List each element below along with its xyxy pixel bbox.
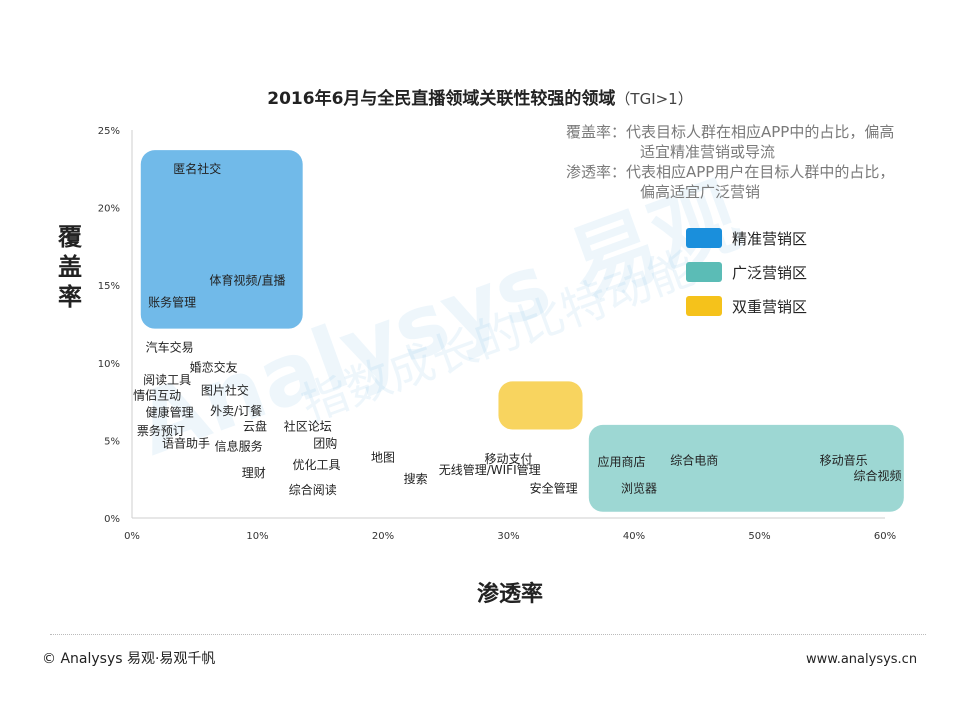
data-point-label: 理财 [242,466,266,480]
legend-item-precise: 精准营销区 [686,221,807,255]
data-point-label: 健康管理 [146,404,194,419]
chart-title-text: 2016年6月与全民直播领域关联性较强的领域 [267,89,616,109]
y-tick-label: 10% [98,359,120,370]
x-tick-label: 0% [124,531,140,542]
data-point-label: 社区论坛 [284,418,332,433]
legend-swatch-precise [686,228,722,248]
note-penetration: 渗透率：代表相应APP用户在目标人群中的占比，偏高适宜广泛营销 [566,163,895,201]
footer-divider [50,634,926,635]
data-point-label: 匿名社交 [173,161,221,176]
data-point-label: 无线管理/WIFI管理 [439,462,541,477]
chart-title-suffix: （TGI>1） [615,90,693,108]
data-point-label: 信息服务 [215,439,263,454]
x-tick-label: 30% [497,531,519,542]
data-point-label: 云盘 [243,418,267,433]
notes: 覆盖率：代表目标人群在相应APP中的占比，偏高适宜精准营销或导流 渗透率：代表相… [566,122,906,202]
data-point-label: 情侣互动 [133,387,181,402]
data-point-label: 汽车交易 [146,339,194,354]
y-tick-label: 0% [104,514,120,525]
legend-label-precise: 精准营销区 [732,229,808,248]
note-coverage: 覆盖率：代表目标人群在相应APP中的占比，偏高适宜精准营销或导流 [566,123,895,161]
data-point-label: 图片社交 [201,383,249,398]
data-point-label: 移动音乐 [820,453,868,468]
chart-title: 2016年6月与全民直播领域关联性较强的领域（TGI>1） [0,84,960,109]
x-tick-label: 10% [246,531,268,542]
data-point-label: 团购 [313,436,337,451]
data-point-label: 移动支付 [484,452,532,466]
legend-item-broad: 广泛营销区 [686,255,807,289]
data-point-label: 阅读工具 [143,373,191,387]
data-point-label: 搜索 [404,471,428,486]
y-tick-label: 25% [98,126,120,137]
legend-label-dual: 双重营销区 [732,297,808,316]
data-point-label: 浏览器 [621,481,657,496]
data-point-label: 综合视频 [853,468,901,483]
x-tick-label: 60% [874,531,896,542]
data-point-label: 票务预订 [137,423,185,438]
x-tick-label: 40% [623,531,645,542]
legend: 精准营销区 广泛营销区 双重营销区 [686,221,807,323]
data-point-label: 综合阅读 [289,482,337,497]
footer-copyright: © Analysys 易观·易观千帆 [42,651,216,667]
x-axis-label: 渗透率 [477,582,544,607]
data-point-label: 安全管理 [530,481,578,496]
data-point-label: 应用商店 [597,454,645,469]
zone-2 [498,381,583,430]
data-point-label: 体育视频/直播 [209,273,285,288]
data-point-label: 优化工具 [292,458,340,472]
x-tick-label: 20% [372,531,394,542]
data-point-label: 账务管理 [148,294,196,309]
data-point-label: 综合电商 [670,453,718,468]
data-point-label: 婚恋交友 [190,359,238,374]
footer-url: www.analysys.cn [806,652,918,667]
y-axis-label: 覆盖率 [58,223,82,311]
data-point-label: 外卖/订餐 [210,403,262,418]
legend-swatch-broad [686,262,722,282]
zone-1 [588,424,904,512]
y-tick-label: 15% [98,281,120,292]
zone-0 [140,150,303,329]
x-tick-label: 50% [748,531,770,542]
data-point-label: 语音助手 [162,436,210,451]
legend-item-dual: 双重营销区 [686,289,807,323]
legend-swatch-dual [686,296,722,316]
data-point-label: 地图 [371,450,395,464]
y-tick-label: 20% [98,204,120,215]
legend-label-broad: 广泛营销区 [732,263,808,282]
y-tick-label: 5% [104,436,120,447]
